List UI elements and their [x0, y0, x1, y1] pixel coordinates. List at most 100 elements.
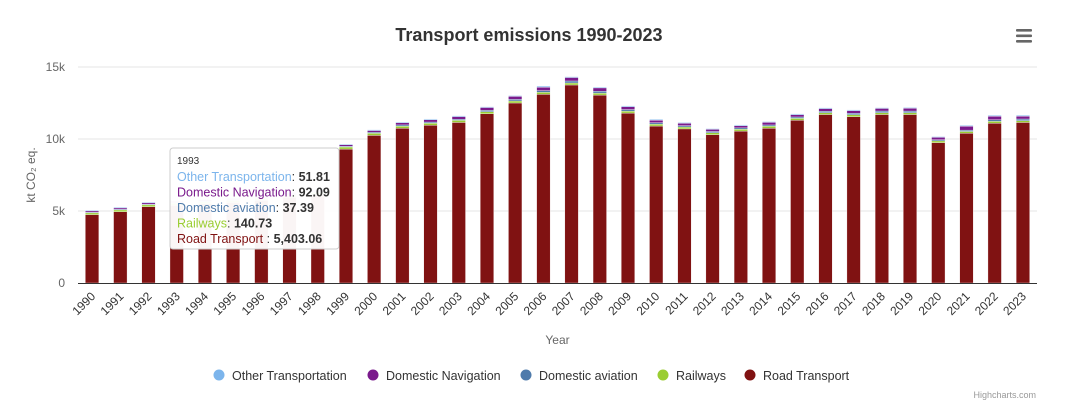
bar-segment-railways[interactable]	[959, 131, 974, 134]
bar-segment-railways[interactable]	[423, 123, 438, 126]
bar-segment-aviation[interactable]	[705, 131, 720, 133]
bar-segment-railways[interactable]	[395, 125, 410, 129]
bar-segment-navigation[interactable]	[367, 130, 382, 133]
bar-segment-navigation[interactable]	[790, 114, 805, 118]
bar-segment-railways[interactable]	[339, 146, 353, 150]
bar-stack-2019[interactable]	[903, 107, 917, 284]
bar-segment-railways[interactable]	[987, 121, 1002, 124]
bar-segment-aviation[interactable]	[395, 124, 410, 127]
bar-segment-road[interactable]	[451, 122, 466, 284]
bar-segment-road[interactable]	[790, 120, 805, 284]
legend-item-road[interactable]: Road Transport	[744, 369, 850, 383]
bar-segment-navigation[interactable]	[903, 108, 917, 112]
bar-segment-other[interactable]	[536, 85, 551, 88]
bar-segment-aviation[interactable]	[818, 110, 833, 113]
bar-segment-other[interactable]	[705, 128, 720, 130]
bar-segment-navigation[interactable]	[536, 87, 551, 91]
bar-segment-road[interactable]	[423, 125, 438, 284]
bar-segment-other[interactable]	[508, 95, 523, 97]
bar-segment-aviation[interactable]	[649, 122, 664, 125]
bar-segment-aviation[interactable]	[451, 118, 466, 121]
bar-segment-road[interactable]	[733, 130, 748, 284]
bar-stack-1999[interactable]	[339, 143, 353, 284]
bar-segment-railways[interactable]	[1015, 120, 1030, 123]
bar-stack-2000[interactable]	[367, 129, 382, 284]
bar-stack-2021[interactable]	[959, 125, 974, 284]
bar-segment-road[interactable]	[1015, 122, 1030, 284]
bar-segment-railways[interactable]	[564, 82, 579, 86]
bar-stack-2001[interactable]	[395, 121, 410, 284]
bar-segment-aviation[interactable]	[903, 110, 917, 113]
bar-segment-road[interactable]	[113, 211, 128, 284]
bar-segment-navigation[interactable]	[874, 108, 889, 112]
bar-segment-aviation[interactable]	[536, 90, 551, 93]
bar-stack-2017[interactable]	[846, 109, 861, 284]
bar-segment-aviation[interactable]	[508, 99, 523, 102]
bar-stack-2018[interactable]	[874, 107, 889, 284]
bar-segment-navigation[interactable]	[762, 122, 776, 126]
bar-stack-2002[interactable]	[423, 118, 438, 284]
legend-item-railways[interactable]: Railways	[657, 369, 727, 383]
bar-segment-other[interactable]	[621, 105, 635, 107]
bar-segment-road[interactable]	[846, 116, 861, 284]
bar-segment-aviation[interactable]	[762, 124, 776, 127]
bar-segment-railways[interactable]	[903, 112, 917, 115]
bar-segment-other[interactable]	[451, 115, 466, 117]
bar-segment-other[interactable]	[113, 206, 128, 209]
bar-segment-other[interactable]	[85, 209, 100, 212]
bar-segment-railways[interactable]	[677, 126, 692, 130]
bar-segment-railways[interactable]	[508, 100, 523, 104]
bar-segment-road[interactable]	[762, 128, 776, 284]
bar-segment-other[interactable]	[903, 107, 917, 109]
bar-segment-navigation[interactable]	[1015, 115, 1030, 120]
bar-segment-road[interactable]	[564, 84, 579, 284]
credits-link[interactable]: Highcharts.com	[973, 390, 1036, 400]
bar-segment-railways[interactable]	[621, 110, 635, 114]
bar-segment-navigation[interactable]	[987, 116, 1002, 120]
bar-segment-navigation[interactable]	[592, 87, 607, 92]
bar-segment-railways[interactable]	[649, 123, 664, 127]
bar-segment-road[interactable]	[339, 148, 353, 284]
bar-segment-railways[interactable]	[451, 120, 466, 123]
bar-segment-aviation[interactable]	[564, 80, 579, 84]
bar-stack-2022[interactable]	[987, 115, 1002, 284]
bar-segment-other[interactable]	[846, 109, 861, 111]
bar-segment-railways[interactable]	[790, 118, 805, 121]
bar-segment-road[interactable]	[649, 125, 664, 284]
bar-segment-aviation[interactable]	[1015, 118, 1030, 121]
bar-segment-road[interactable]	[395, 128, 410, 284]
bar-segment-road[interactable]	[818, 114, 833, 284]
bar-segment-road[interactable]	[705, 134, 720, 284]
bar-segment-navigation[interactable]	[423, 119, 438, 123]
bar-segment-railways[interactable]	[931, 140, 946, 143]
bar-segment-railways[interactable]	[874, 112, 889, 115]
bar-stack-2013[interactable]	[733, 124, 748, 284]
bar-stack-1990[interactable]	[85, 209, 100, 284]
bar-segment-navigation[interactable]	[395, 122, 410, 126]
bar-segment-railways[interactable]	[705, 132, 720, 135]
bar-segment-aviation[interactable]	[592, 91, 607, 94]
bar-stack-2011[interactable]	[677, 122, 692, 284]
bar-segment-road[interactable]	[931, 142, 946, 284]
bar-segment-other[interactable]	[423, 118, 438, 120]
bar-segment-other[interactable]	[987, 115, 1002, 117]
bar-stack-2010[interactable]	[649, 119, 664, 284]
bar-segment-aviation[interactable]	[874, 110, 889, 113]
bar-segment-other[interactable]	[874, 107, 889, 109]
legend-item-other[interactable]: Other Transportation	[213, 369, 347, 383]
bar-stack-2015[interactable]	[790, 113, 805, 284]
bar-segment-railways[interactable]	[480, 111, 494, 114]
bar-segment-railways[interactable]	[846, 114, 861, 117]
bar-segment-other[interactable]	[649, 119, 664, 121]
bar-stack-2004[interactable]	[480, 106, 494, 284]
bar-segment-road[interactable]	[536, 94, 551, 284]
chart-menu-button[interactable]	[1010, 24, 1038, 46]
bar-segment-railways[interactable]	[733, 129, 748, 132]
bar-segment-aviation[interactable]	[987, 119, 1002, 122]
bar-stack-2012[interactable]	[705, 128, 720, 284]
bar-segment-other[interactable]	[818, 107, 833, 109]
bar-segment-other[interactable]	[395, 121, 410, 123]
bar-segment-aviation[interactable]	[733, 127, 748, 130]
bar-segment-other[interactable]	[592, 86, 607, 89]
bar-segment-road[interactable]	[480, 113, 494, 284]
